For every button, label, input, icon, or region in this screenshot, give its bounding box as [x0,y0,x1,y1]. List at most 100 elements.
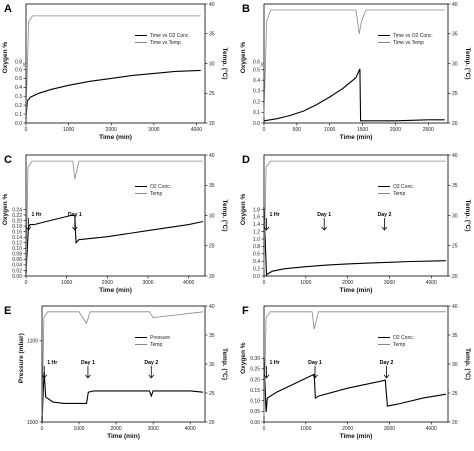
y-tick-label: 0.10 [12,246,22,252]
series-line-temp [25,160,203,270]
series-line-temp [41,311,204,417]
y-axis-label-right: Temp. (°C) [221,348,229,380]
legend-entry: O2 Conc. [393,335,414,341]
series-line-temp [263,160,446,270]
y-tick-label: 1.4 [253,222,260,228]
y-axis-label-right: Temp. (°C) [221,199,229,231]
legend-entry: Time vs Temp [393,40,424,46]
y-tick-label-extra: 0.8 [15,59,22,65]
plot-frame [41,305,206,423]
x-tick-label: 4000 [185,426,196,432]
legend-entry: Pressure [150,335,170,341]
y2-tick-label: 30 [209,362,215,368]
annotation-label: Day 1 [308,360,322,366]
x-tick-label: 4000 [183,280,194,286]
y2-tick-label: 20 [452,274,458,280]
x-tick-label: 1000 [300,426,311,432]
x-tick-label: 4000 [426,426,437,432]
y-axis-label-left: Oxygen % [240,42,247,74]
y2-tick-label: 40 [452,2,458,8]
y-tick-label-extra: 0.6 [253,59,260,65]
y-tick-label: 0.5 [253,67,260,73]
y-tick-label: 0.0 [253,274,260,280]
annotation-arrowhead [263,374,270,379]
y-tick-label: 0.2 [253,266,260,272]
y2-tick-label: 20 [209,274,215,280]
y-tick-label: 1.2 [253,229,260,235]
chart-panel-d: D 0 1000 2000 3000 4000 Time (min) 0.0 0.20.40.6… [240,153,472,294]
y2-tick-label: 30 [452,213,458,219]
x-tick-label: 2000 [102,280,113,286]
y2-tick-label: 25 [452,91,458,97]
y2-tick-label: 20 [209,121,215,127]
x-tick-label: 2000 [111,426,122,432]
y-tick-label: 0.24 [12,207,22,213]
annotation-label: 1 Hr [270,360,280,366]
x-tick-label: 2000 [342,280,353,286]
x-tick-label: 2000 [342,426,353,432]
y2-tick-label: 25 [209,91,215,97]
y-axis-label-right: Temp. (°C) [464,47,472,79]
panel-label: A [4,3,12,15]
x-axis-label: Time (min) [340,433,373,440]
legend-entry: O2 Conc. [150,184,171,190]
x-tick-label: 2500 [423,127,434,133]
x-tick-label: 4000 [191,127,202,133]
y-tick-label: 0.14 [12,235,22,241]
panel-label: C [4,154,12,166]
x-tick-label: 3000 [384,426,395,432]
legend-entry: Time vs O2 Conc. [150,33,190,39]
x-tick-label: 0 [25,127,28,133]
legend-entry: Time vs Temp [150,40,181,46]
y2-tick-label: 40 [452,304,458,310]
x-tick-label: 500 [293,127,302,133]
legend-entry: Temp [393,342,405,348]
x-tick-label: 3000 [142,280,153,286]
x-axis-label: Time (min) [107,433,140,440]
annotation-label: Day 2 [380,360,394,366]
x-tick-label: 0 [263,280,266,286]
y-axis-label-left: Pressure (mbar) [18,333,25,383]
x-tick-label: 0 [263,127,266,133]
series-line-primary [25,214,204,274]
y2-tick-label: 35 [452,183,458,189]
y-tick-label: 0.20 [250,377,260,383]
y-tick-label: 1.8 [253,207,260,213]
y-tick-label: 0.1 [15,112,22,118]
y-tick-label: 1.6 [253,215,260,221]
x-tick-label: 1000 [73,426,84,432]
x-tick-label: 1000 [61,280,72,286]
y2-tick-label: 35 [452,333,458,339]
chart-panel-f: F 0 1000 2000 3000 4000 Time (min) 0.00 0.05 0.10… [240,304,472,440]
chart-panel-b: B 0 500 1000 1500 2000 2500 Time (min) 0.0 0.1 0.2… [240,2,472,141]
y-tick-label: 0.4 [253,78,260,84]
y2-tick-label: 35 [452,32,458,38]
x-tick-label: 4000 [426,280,437,286]
annotation-arrowhead [381,226,388,231]
y-axis-label-left: Oxygen % [240,342,247,374]
y2-tick-label: 30 [209,61,215,67]
annotation-label: 1 Hr [31,212,41,218]
x-tick-label: 2000 [106,127,117,133]
y-tick-label: 0.04 [12,263,22,269]
x-tick-label: 1500 [357,127,368,133]
y-tick-label: 0.6 [253,252,260,258]
y-tick-label: 0.05 [250,409,260,415]
legend-entry: Time vs O2 Conc. [393,33,433,39]
y2-tick-label: 35 [209,183,215,189]
axis-break-icon: // [261,62,264,68]
plot-frame [263,3,449,124]
annotation-label: 1 Hr [47,360,57,366]
plot-frame [263,154,449,277]
y-tick-label: 0.20 [12,218,22,224]
x-tick-label: 3000 [148,127,159,133]
annotation-arrowhead [148,374,155,379]
annotation-arrowhead [25,226,32,231]
y2-tick-label: 40 [209,2,215,8]
y-tick-label: 0.1 [253,110,260,116]
y-tick-label: 0.0 [15,121,22,127]
y-tick-label: 0.8 [253,244,260,250]
panel-label: E [4,305,11,317]
series-line-primary [25,69,201,119]
x-tick-label: 3000 [148,426,159,432]
